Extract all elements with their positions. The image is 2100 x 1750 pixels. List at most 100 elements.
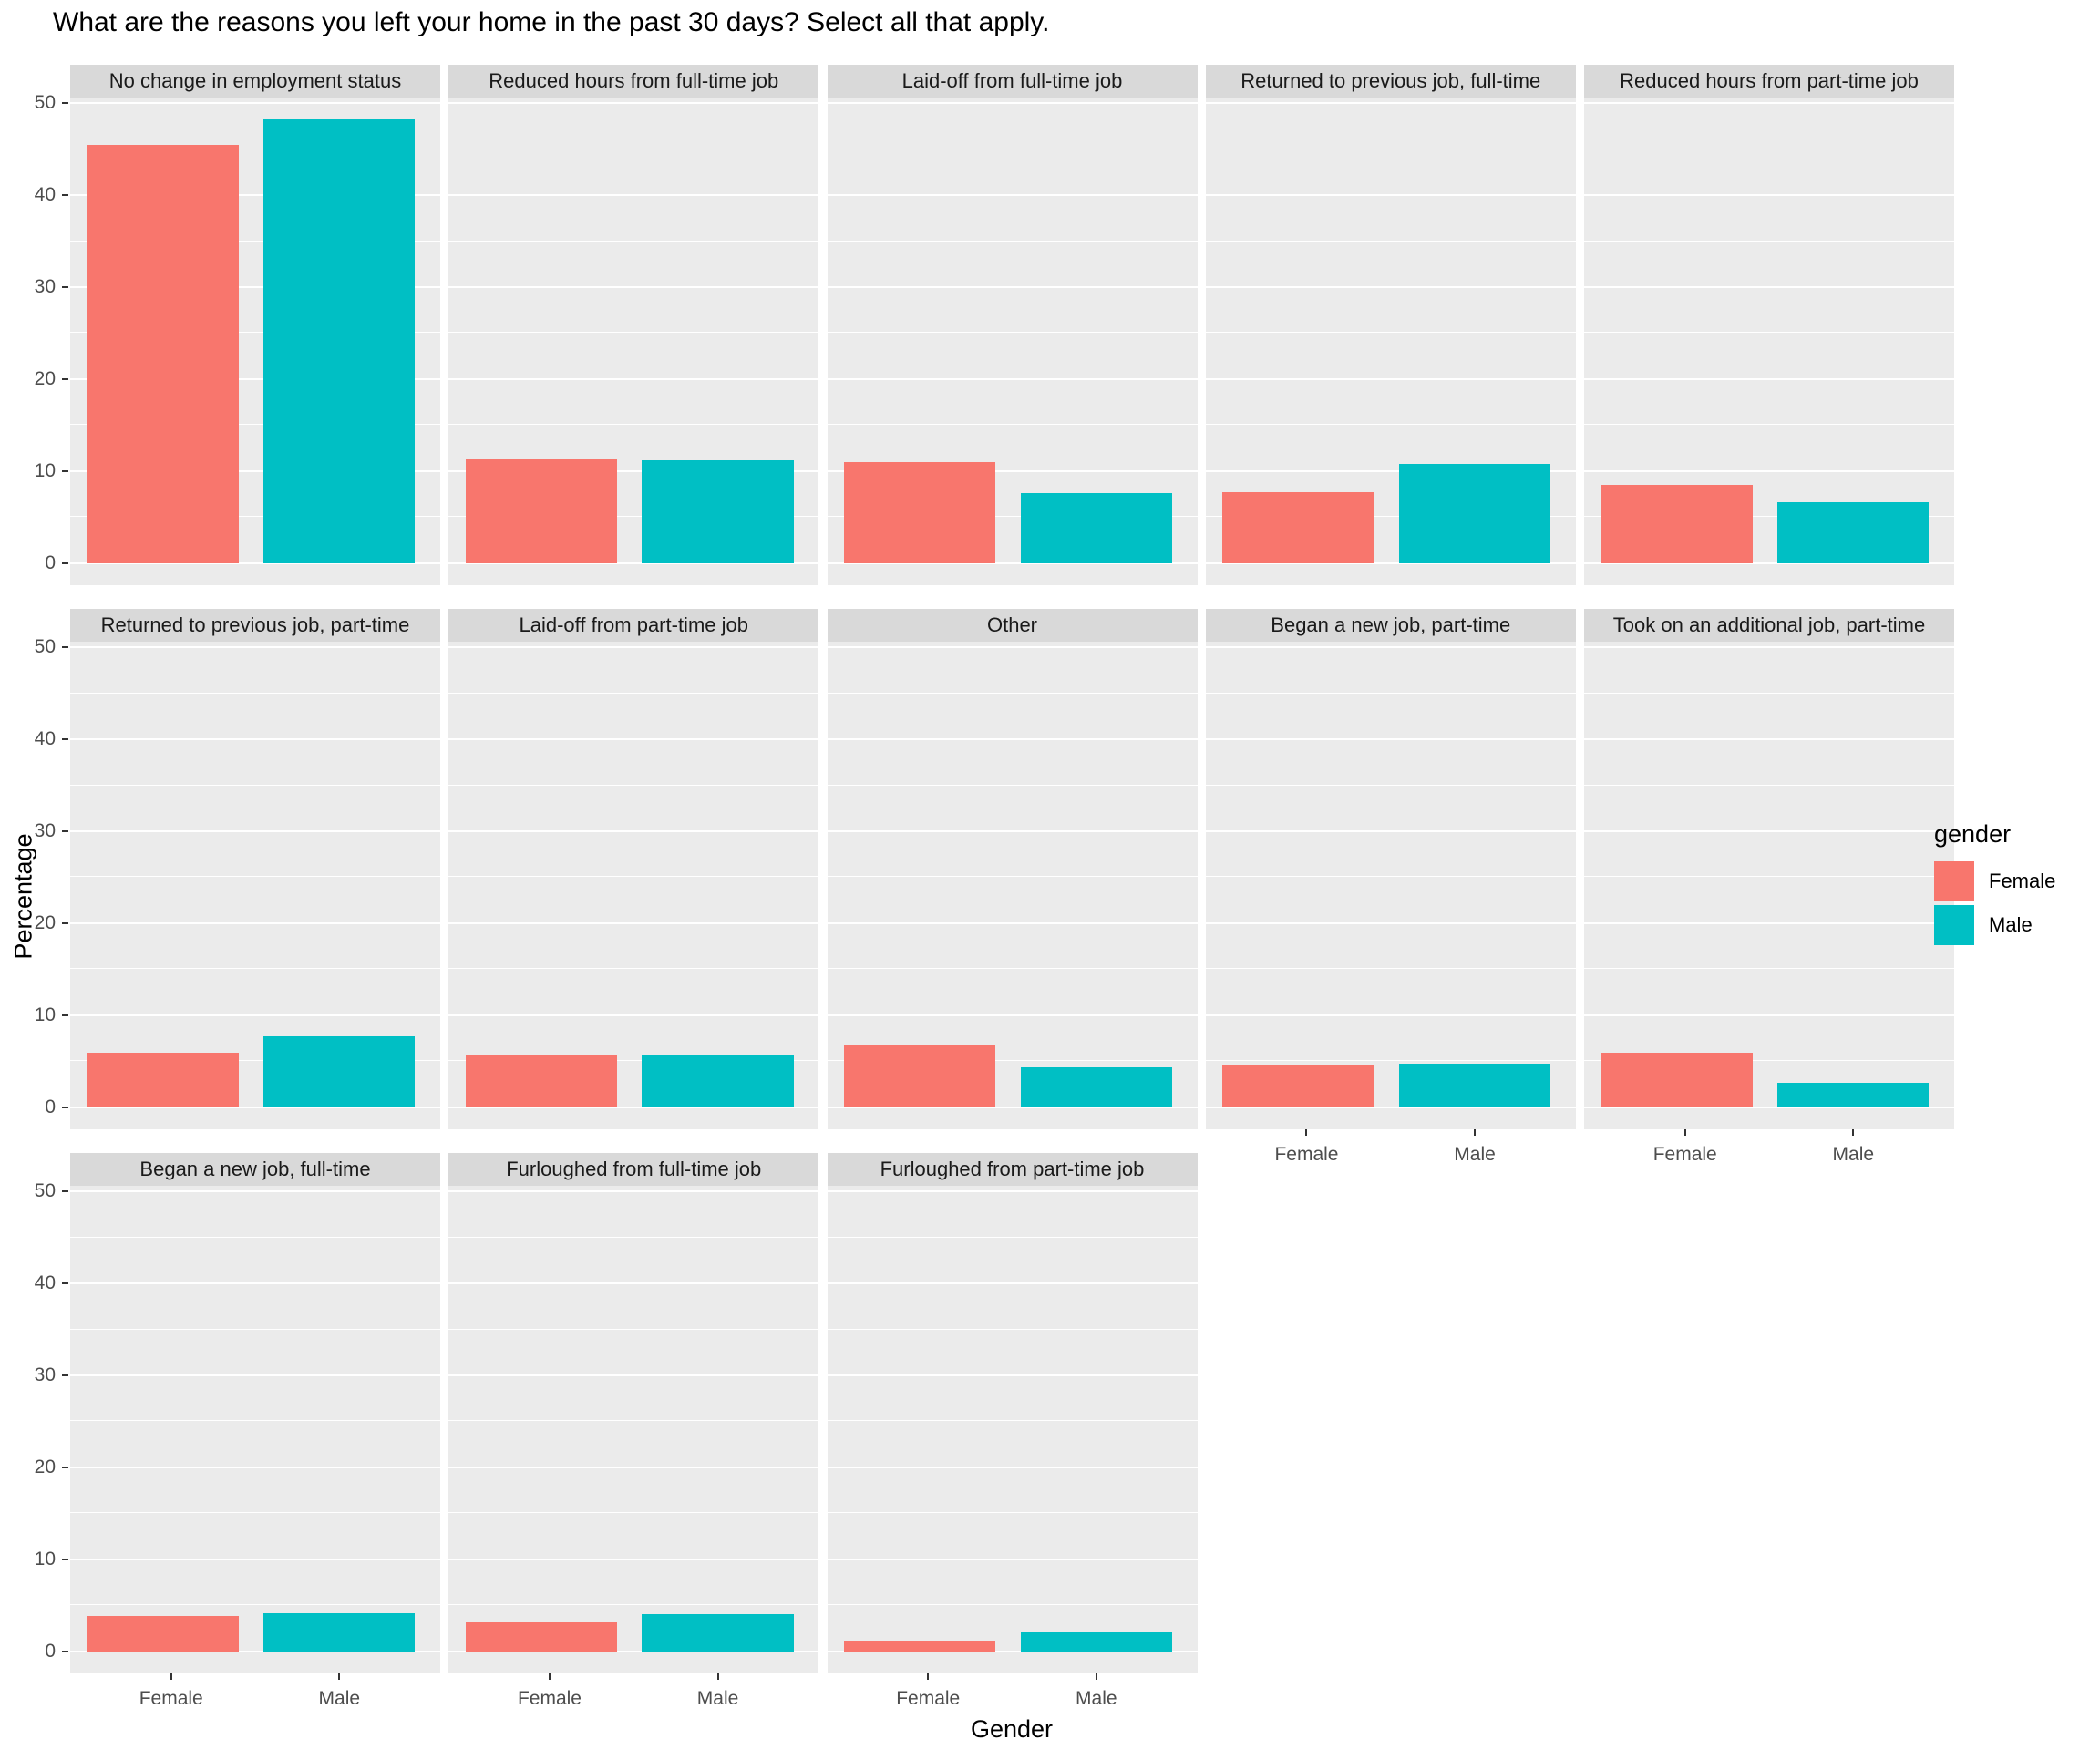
minor-gridline: [827, 692, 1198, 694]
bar-male: [263, 1036, 416, 1107]
major-gridline: [1205, 829, 1576, 832]
major-gridline: [1584, 194, 1954, 197]
major-gridline: [1205, 1014, 1576, 1016]
minor-gridline: [827, 1512, 1198, 1514]
x-tick-mark: [1305, 1129, 1308, 1136]
minor-gridline: [448, 968, 819, 970]
minor-gridline: [1205, 332, 1576, 334]
facet-strip-label: Other: [986, 613, 1038, 636]
minor-gridline: [1205, 968, 1576, 970]
y-tick-label: 10: [34, 1548, 56, 1570]
major-gridline: [1205, 561, 1576, 564]
facet-strip: Reduced hours from full-time job: [448, 65, 819, 98]
bar-male: [1020, 493, 1172, 563]
major-gridline: [70, 1014, 440, 1016]
major-gridline: [448, 1282, 819, 1285]
bar-female: [1222, 1065, 1374, 1107]
major-gridline: [448, 646, 819, 649]
x-tick-mark: [1095, 1673, 1097, 1680]
major-gridline: [70, 469, 440, 472]
minor-gridline: [1205, 692, 1576, 694]
minor-gridline: [1584, 692, 1954, 694]
bar-male: [1020, 1067, 1172, 1107]
bar-female: [843, 461, 996, 563]
x-tick-label: Female: [517, 1688, 582, 1709]
facet-strip-label: Reduced hours from full-time job: [489, 69, 779, 92]
facet-strip: Took on an additional job, part-time: [1584, 609, 1954, 642]
chart-title: What are the reasons you left your home …: [53, 7, 1050, 37]
minor-gridline: [448, 876, 819, 878]
bar-female: [465, 1055, 617, 1107]
facet-strip-label: Reduced hours from part-time job: [1620, 69, 1919, 92]
major-gridline: [448, 102, 819, 105]
facet-strip: Began a new job, full-time: [70, 1153, 440, 1186]
facet-panel: [448, 642, 819, 1129]
x-tick-label: Male: [1076, 1688, 1117, 1709]
y-tick-label: 0: [45, 551, 56, 573]
major-gridline: [70, 1466, 440, 1468]
facet-strip: Reduced hours from part-time job: [1584, 65, 1954, 98]
bar-male: [1777, 502, 1930, 563]
legend-label-female: Female: [1989, 870, 2056, 892]
x-axis-title: Gender: [970, 1715, 1054, 1743]
y-tick-label: 30: [34, 275, 56, 297]
minor-gridline: [1584, 424, 1954, 426]
facet-strip-label: Laid-off from part-time job: [519, 613, 748, 636]
y-tick-label: 20: [34, 1456, 56, 1477]
facet-panel: [1584, 98, 1954, 585]
bar-male: [1398, 1064, 1551, 1107]
y-tick-label: 50: [34, 1180, 56, 1202]
major-gridline: [70, 377, 440, 380]
x-tick-mark: [1852, 1129, 1855, 1136]
major-gridline: [448, 1558, 819, 1560]
facet-panel: [1584, 642, 1954, 1129]
major-gridline: [1584, 561, 1954, 564]
minor-gridline: [1584, 784, 1954, 786]
facet-panel: [70, 98, 440, 585]
female-swatch: [1934, 861, 1974, 901]
facet-strip-label: Returned to previous job, full-time: [1240, 69, 1541, 92]
y-tick-label: 30: [34, 819, 56, 841]
x-tick-label: Female: [896, 1688, 961, 1709]
facet-panel: [448, 98, 819, 585]
bar-female: [87, 1616, 239, 1652]
male-swatch: [1934, 905, 1974, 945]
y-tick-mark: [62, 377, 68, 380]
major-gridline: [448, 829, 819, 832]
major-gridline: [70, 646, 440, 649]
major-gridline: [448, 285, 819, 288]
minor-gridline: [448, 424, 819, 426]
y-tick-label: 50: [34, 636, 56, 658]
y-tick-mark: [62, 1106, 68, 1108]
minor-gridline: [448, 692, 819, 694]
y-tick-mark: [62, 469, 68, 472]
facet-strip-label: No change in employment status: [108, 69, 402, 92]
x-tick-label: Male: [318, 1688, 361, 1709]
major-gridline: [448, 1014, 819, 1016]
minor-gridline: [827, 240, 1198, 242]
facet-strip: Other: [827, 609, 1198, 642]
minor-gridline: [70, 1420, 440, 1422]
major-gridline: [1584, 921, 1954, 924]
major-gridline: [1205, 469, 1576, 472]
minor-gridline: [827, 968, 1198, 970]
minor-gridline: [1205, 784, 1576, 786]
legend-key-male: Male: [1934, 905, 2055, 945]
y-tick-label: 0: [45, 1096, 56, 1117]
y-tick-label: 10: [34, 1004, 56, 1025]
major-gridline: [1584, 377, 1954, 380]
minor-gridline: [448, 1328, 819, 1330]
minor-gridline: [70, 1236, 440, 1238]
y-tick-label: 40: [34, 728, 56, 750]
minor-gridline: [448, 1420, 819, 1422]
major-gridline: [70, 921, 440, 924]
x-tick-mark: [338, 1673, 341, 1680]
y-tick-mark: [62, 1014, 68, 1016]
bar-male: [1777, 1083, 1930, 1107]
major-gridline: [827, 1466, 1198, 1468]
facet-strip: Laid-off from full-time job: [827, 65, 1198, 98]
facet-strip: Returned to previous job, full-time: [1205, 65, 1576, 98]
facet-panel: [1205, 98, 1576, 585]
major-gridline: [827, 194, 1198, 197]
